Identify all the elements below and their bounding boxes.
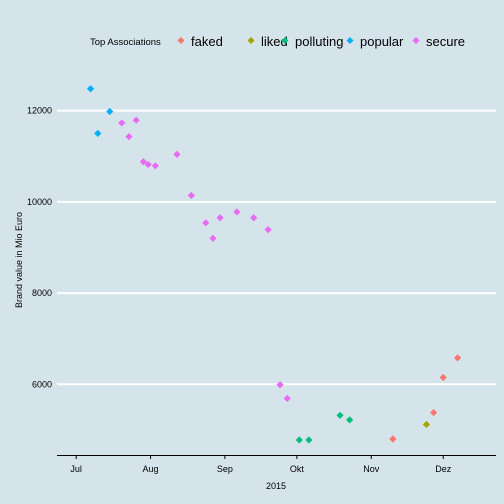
- point-polluting: [346, 416, 354, 424]
- legend-label: faked: [191, 34, 223, 49]
- point-secure: [173, 150, 181, 159]
- y-tick-label: 8000: [32, 288, 52, 298]
- point-secure: [151, 162, 159, 170]
- point-secure: [144, 160, 152, 169]
- series-liked: [422, 420, 431, 429]
- point-secure: [216, 214, 224, 222]
- legend-label: popular: [360, 34, 404, 49]
- y-tick-label: 6000: [32, 379, 52, 389]
- point-liked: [422, 420, 431, 429]
- point-faked: [430, 408, 438, 417]
- point-polluting: [295, 436, 303, 444]
- point-faked: [454, 354, 462, 362]
- x-tick-label: Dez: [435, 464, 452, 474]
- x-axis-title: 2015: [266, 481, 286, 491]
- point-popular: [86, 85, 95, 93]
- point-secure: [283, 394, 291, 403]
- legend-label: liked: [261, 34, 288, 49]
- legend-item-popular: popular: [346, 34, 404, 49]
- x-tick-label: Okt: [290, 464, 305, 474]
- series-polluting: [295, 411, 354, 444]
- point-secure: [187, 191, 195, 200]
- x-axis-ticks: Jul Aug Sep Okt Nov Dez: [70, 455, 452, 474]
- point-faked: [439, 373, 447, 382]
- gridlines: [57, 109, 496, 386]
- point-faked: [389, 435, 397, 443]
- legend-item-faked: faked: [177, 34, 223, 49]
- series-faked: [389, 354, 462, 443]
- legend: Top Associations faked liked polluting popu…: [90, 34, 465, 49]
- legend-key-polluting: [281, 37, 289, 44]
- point-popular: [106, 107, 114, 116]
- point-secure: [250, 214, 258, 222]
- y-tick-label: 10000: [27, 197, 52, 207]
- point-secure: [202, 219, 210, 227]
- legend-label: polluting: [295, 34, 343, 49]
- x-tick-label: Sep: [217, 464, 233, 474]
- x-tick-label: Jul: [70, 464, 82, 474]
- point-secure: [209, 234, 217, 242]
- legend-key-liked: [247, 37, 255, 44]
- legend-label: secure: [426, 34, 465, 49]
- series-popular: [86, 85, 114, 138]
- legend-key-popular: [346, 37, 354, 44]
- x-tick-label: Nov: [363, 464, 380, 474]
- point-secure: [125, 133, 133, 141]
- legend-item-liked: liked: [247, 34, 288, 49]
- point-secure: [233, 208, 241, 216]
- point-polluting: [305, 436, 313, 444]
- point-popular: [94, 129, 102, 138]
- y-axis-title: Brand value in Mio Euro: [14, 212, 24, 308]
- point-secure: [276, 381, 284, 389]
- legend-item-polluting: polluting: [281, 34, 343, 49]
- y-axis-ticks: 6000 8000 10000 12000: [27, 106, 52, 390]
- data-points: [86, 85, 462, 444]
- series-secure: [118, 116, 291, 403]
- x-tick-label: Aug: [143, 464, 159, 474]
- legend-key-secure: [412, 37, 420, 44]
- y-tick-label: 12000: [27, 106, 52, 116]
- legend-item-secure: secure: [412, 34, 465, 49]
- legend-title: Top Associations: [90, 37, 161, 48]
- legend-items: faked liked polluting popular secure: [177, 34, 465, 49]
- point-secure: [132, 116, 140, 124]
- point-secure: [139, 158, 147, 166]
- point-polluting: [336, 411, 344, 419]
- point-secure: [264, 226, 272, 234]
- point-secure: [118, 119, 126, 127]
- legend-key-faked: [177, 37, 185, 44]
